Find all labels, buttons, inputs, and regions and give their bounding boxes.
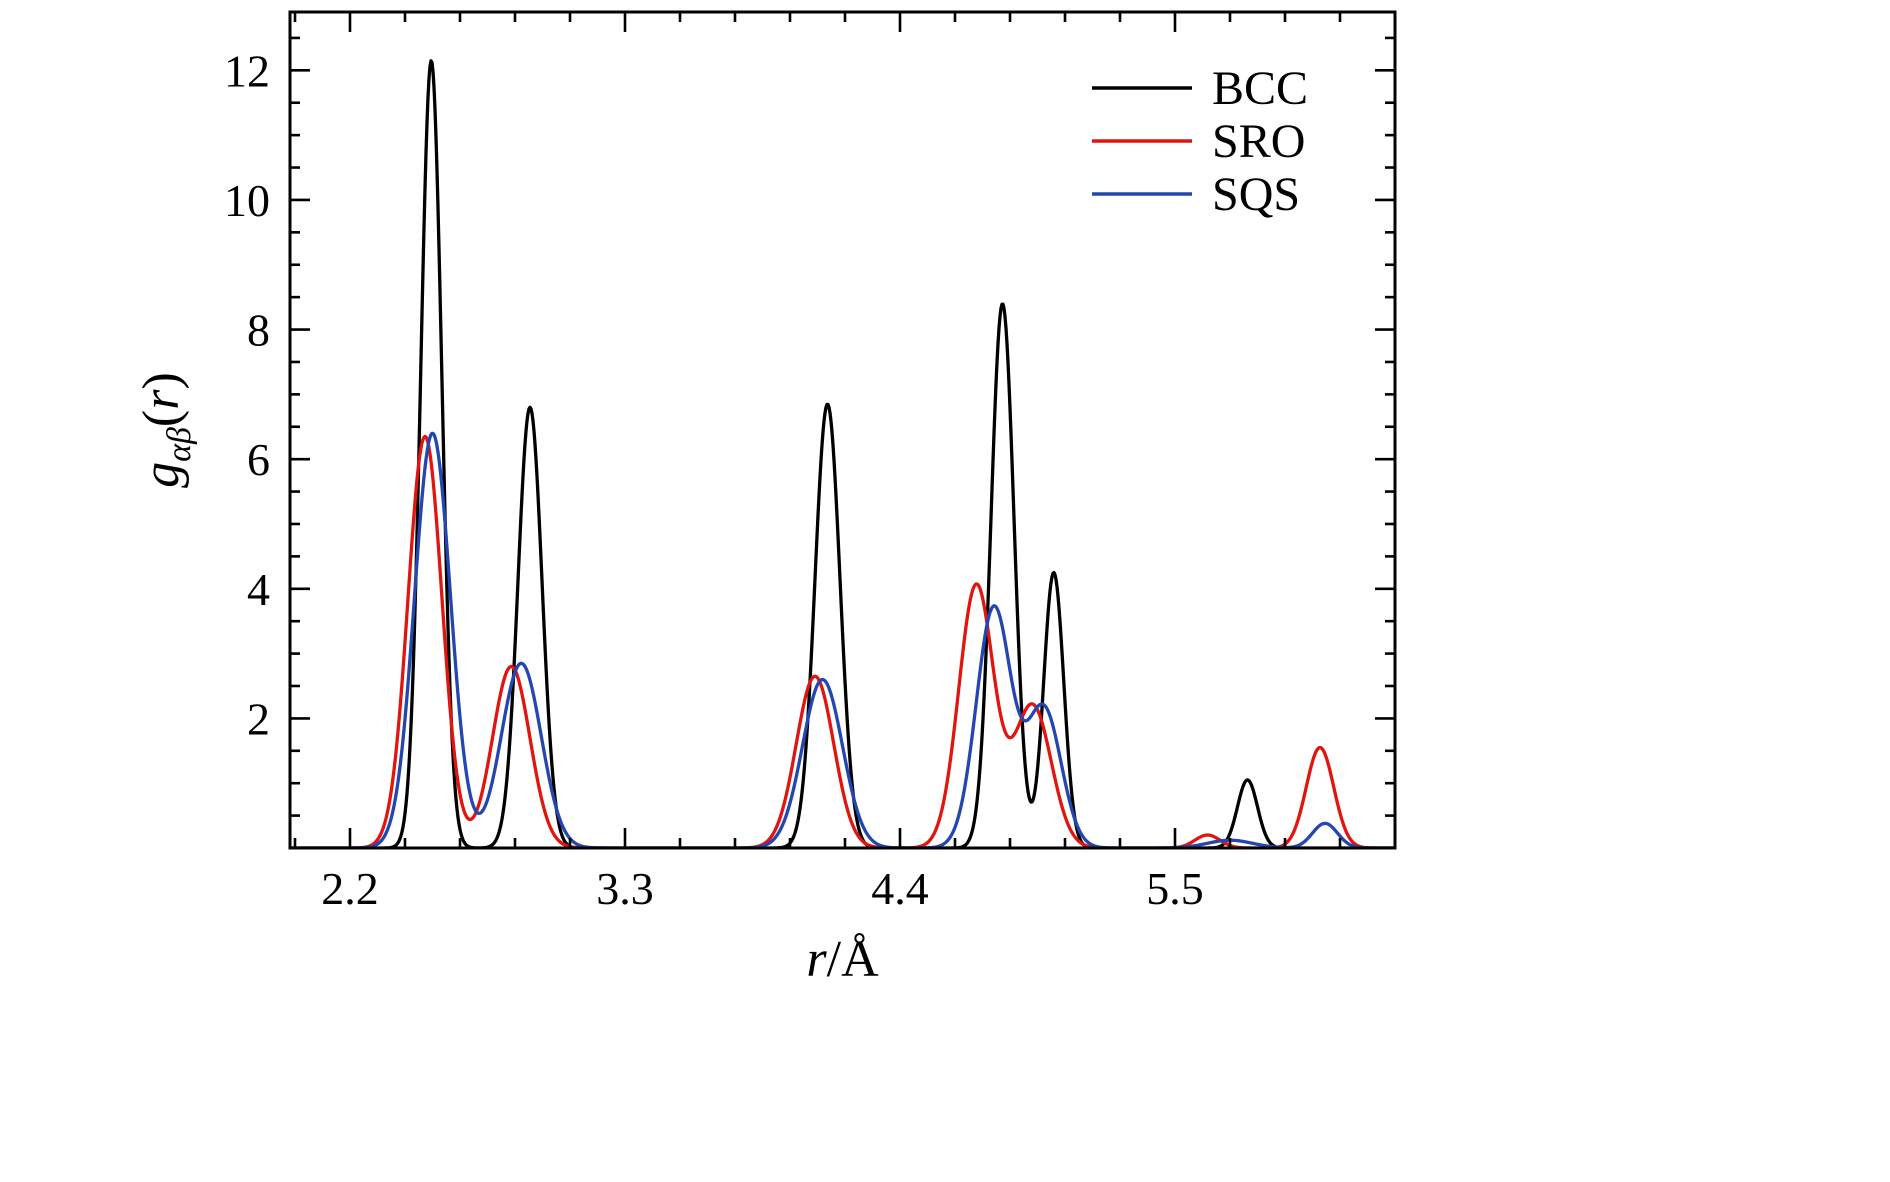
y-tick-label-1: 4 [247,564,270,615]
x-tick-label-1: 3.3 [596,863,654,914]
legend-label-sro: SRO [1212,115,1305,168]
x-tick-label-2: 4.4 [871,863,929,914]
x-tick-label-3: 5.5 [1146,863,1204,914]
plot-frame [288,10,1397,850]
legend-label-sqs: SQS [1212,168,1300,221]
series-line-sqs [290,431,1395,848]
legend-label-bcc: BCC [1212,62,1308,115]
y-tick-label-0: 2 [247,693,270,744]
y-tick-label-2: 6 [247,434,270,485]
ticks-group [290,12,1395,850]
series-line-sro [290,434,1395,848]
y-tick-label-4: 10 [224,175,270,226]
x-tick-label-0: 2.2 [321,863,379,914]
y-tick-label-3: 8 [247,305,270,356]
y-tick-label-5: 12 [224,45,270,96]
y-axis-label: gαβ(r) [133,372,198,488]
tick-labels-group: 2.2 3.3 4.4 5.5 2 4 6 8 10 12 [224,45,1204,914]
x-axis-label: r/Å [806,931,879,988]
